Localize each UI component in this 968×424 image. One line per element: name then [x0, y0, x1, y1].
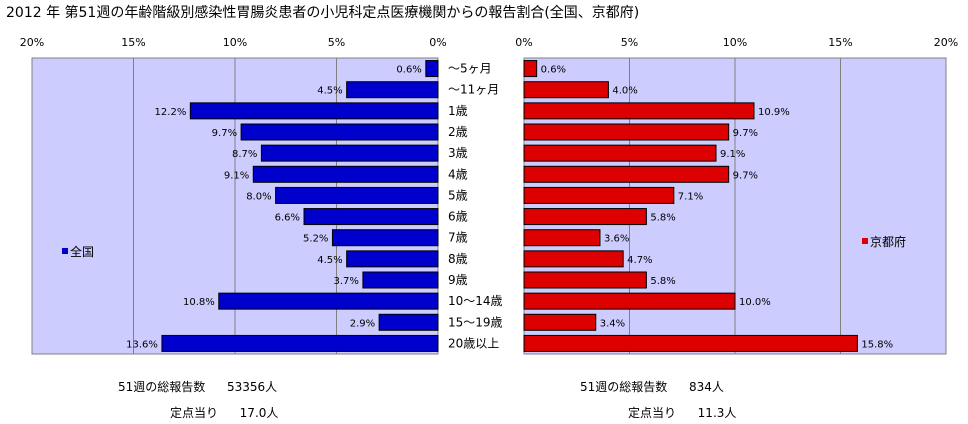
legend-swatch-national [62, 248, 68, 254]
bar-national [346, 250, 439, 268]
data-label-national: 4.5% [317, 255, 342, 266]
data-label-national: 6.6% [275, 213, 300, 224]
data-label-kyoto: 9.7% [733, 128, 758, 139]
right-tick-label: 15% [828, 36, 852, 49]
data-label-national: 8.0% [246, 191, 271, 202]
bar-national [275, 186, 439, 204]
national-per-label: 定点当り [170, 406, 219, 420]
data-label-kyoto: 0.6% [541, 65, 566, 76]
category-label: 20歳以上 [448, 336, 499, 350]
data-label-kyoto: 9.1% [720, 149, 745, 160]
bar-kyoto [523, 271, 647, 289]
kyoto-summary: 51週の総報告数 834人 [580, 378, 724, 395]
bar-kyoto [523, 123, 730, 141]
category-label: 9歳 [448, 273, 468, 287]
data-label-kyoto: 9.7% [733, 170, 758, 181]
data-label-kyoto: 7.1% [678, 191, 703, 202]
chart-title: 2012 年 第51週の年齢階級別感染性胃腸炎患者の小児科定点医療機関からの報告… [6, 5, 640, 21]
data-label-national: 5.2% [303, 234, 328, 245]
left-tick-label: 0% [429, 36, 446, 49]
bar-national [346, 81, 439, 99]
category-label: 7歳 [448, 231, 468, 245]
bar-national [161, 334, 439, 352]
category-label: ～11ヶ月 [448, 83, 499, 97]
category-label: 4歳 [448, 167, 468, 181]
national-per-site: 定点当り 17.0人 [170, 404, 278, 421]
bar-kyoto [523, 102, 755, 120]
data-label-national: 4.5% [317, 86, 342, 97]
category-label: 10～14歳 [448, 294, 503, 308]
bar-national [303, 208, 439, 226]
right-tick-label: 20% [934, 36, 958, 49]
bar-kyoto [523, 292, 736, 310]
national-per-value: 17.0人 [239, 406, 279, 420]
left-tick-label: 15% [121, 36, 145, 49]
data-label-national: 12.2% [155, 107, 187, 118]
data-label-kyoto: 15.8% [861, 339, 893, 350]
bar-kyoto [523, 250, 624, 268]
bar-national [362, 271, 439, 289]
bar-national [331, 229, 439, 247]
national-summary: 51週の総報告数 53356人 [118, 378, 277, 395]
category-label: 1歳 [448, 104, 468, 118]
category-label: 6歳 [448, 210, 468, 224]
bar-national [189, 102, 439, 120]
bar-national [252, 165, 439, 183]
data-label-national: 13.6% [126, 339, 158, 350]
bar-kyoto [523, 208, 647, 226]
data-label-national: 2.9% [350, 318, 375, 329]
bar-kyoto [523, 144, 717, 162]
bar-national [218, 292, 439, 310]
right-tick-label: 10% [723, 36, 747, 49]
kyoto-per-value: 11.3人 [697, 406, 737, 420]
kyoto-per-site: 定点当り 11.3人 [628, 404, 736, 421]
bar-kyoto [523, 229, 601, 247]
national-total-label: 51週の総報告数 [118, 380, 206, 394]
category-label: ～5ヶ月 [448, 62, 492, 76]
bar-kyoto [523, 334, 858, 352]
data-label-kyoto: 5.8% [650, 276, 675, 287]
data-label-kyoto: 10.0% [739, 297, 771, 308]
right-tick-label: 0% [515, 36, 532, 49]
left-tick-label: 10% [223, 36, 247, 49]
legend-label-national: 全国 [70, 244, 94, 259]
category-label: 8歳 [448, 252, 468, 266]
kyoto-total-label: 51週の総報告数 [580, 380, 668, 394]
data-label-kyoto: 3.4% [600, 318, 625, 329]
kyoto-total-value: 834人 [688, 380, 724, 394]
bar-national [240, 123, 439, 141]
bar-kyoto [523, 186, 675, 204]
data-label-kyoto: 10.9% [758, 107, 790, 118]
data-label-kyoto: 4.0% [612, 86, 637, 97]
data-label-national: 0.6% [396, 65, 421, 76]
data-label-kyoto: 3.6% [604, 234, 629, 245]
kyoto-per-label: 定点当り [628, 406, 677, 420]
data-label-national: 3.7% [333, 276, 358, 287]
category-label: 3歳 [448, 146, 468, 160]
bar-kyoto [523, 81, 609, 99]
legend-label-kyoto: 京都府 [870, 234, 906, 249]
national-total-value: 53356人 [226, 380, 278, 394]
data-label-national: 8.7% [232, 149, 257, 160]
bar-kyoto [523, 313, 597, 331]
category-label: 5歳 [448, 188, 468, 202]
bar-national [425, 60, 439, 78]
data-label-national: 10.8% [183, 297, 215, 308]
data-label-kyoto: 5.8% [650, 213, 675, 224]
legend-swatch-kyoto [862, 238, 868, 244]
bar-national [260, 144, 439, 162]
right-tick-label: 5% [621, 36, 638, 49]
data-label-national: 9.1% [224, 170, 249, 181]
category-label: 2歳 [448, 125, 468, 139]
bar-national [378, 313, 439, 331]
bar-kyoto [523, 60, 538, 78]
data-label-national: 9.7% [212, 128, 237, 139]
pyramid-bar-chart: 20% 15% 10% 5% 0% 0% 5% 10% 15% 20% 0.6% 0.6% ～5ヶ月 4.… [20, 36, 958, 355]
left-tick-label: 5% [328, 36, 345, 49]
bar-kyoto [523, 165, 730, 183]
data-label-kyoto: 4.7% [627, 255, 652, 266]
category-label: 15～19歳 [448, 315, 503, 329]
left-tick-label: 20% [20, 36, 44, 49]
